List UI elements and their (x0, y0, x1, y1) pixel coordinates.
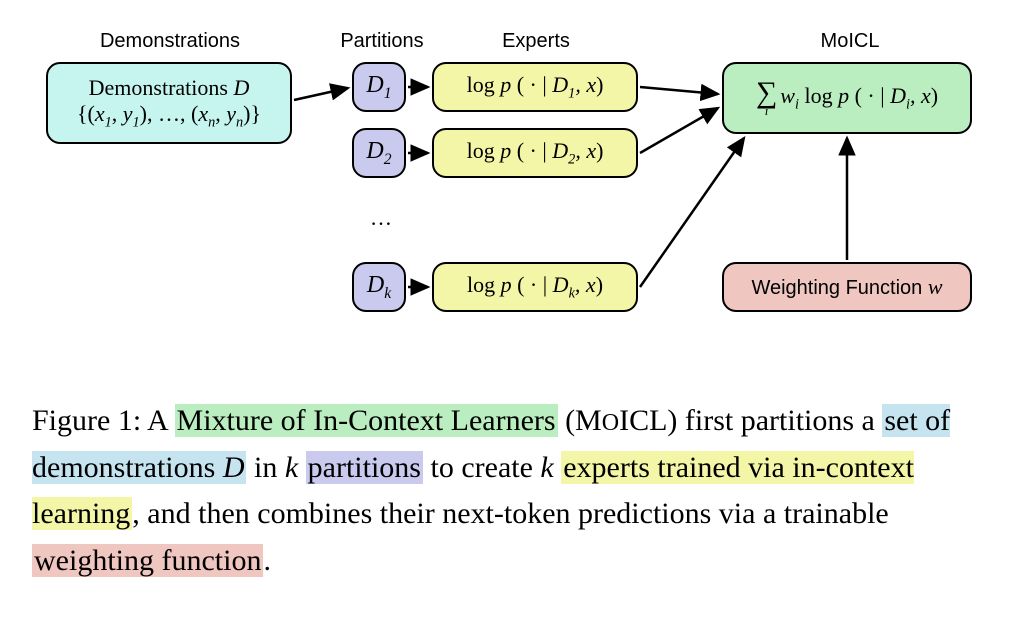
partition-1-box: D1 (352, 62, 406, 112)
ellipsis: … (370, 205, 394, 231)
architecture-diagram: Demonstrations Partitions Experts MoICL … (0, 0, 1024, 380)
expert-1-box: log p ( · | D1, x) (432, 62, 638, 112)
moicl-box: ∑ i wi log p ( · | Di, x) (722, 62, 972, 134)
expert-2-box: log p ( · | D2, x) (432, 128, 638, 178)
caption-hl-partitions: partitions (306, 451, 423, 484)
header-moicl: MoICL (800, 30, 900, 53)
partition-k-box: Dk (352, 262, 406, 312)
header-experts: Experts (466, 30, 606, 53)
expert-k-box: log p ( · | Dk, x) (432, 262, 638, 312)
demo-var: D (233, 75, 249, 100)
figure-caption: Figure 1: A Mixture of In-Context Learne… (32, 398, 992, 584)
header-demonstrations: Demonstrations (80, 30, 260, 53)
header-partitions: Partitions (332, 30, 432, 53)
demo-label: Demonstrations (89, 75, 234, 100)
caption-hl-weighting: weighting function (32, 544, 263, 577)
weighting-function-box: Weighting Function w (722, 262, 972, 312)
arrows-layer (0, 0, 1024, 380)
partition-2-box: D2 (352, 128, 406, 178)
caption-hl-moicl: Mixture of In-Context Learners (175, 404, 558, 437)
demonstrations-box: Demonstrations D {(x1, y1), …, (xn, yn)} (46, 62, 292, 144)
